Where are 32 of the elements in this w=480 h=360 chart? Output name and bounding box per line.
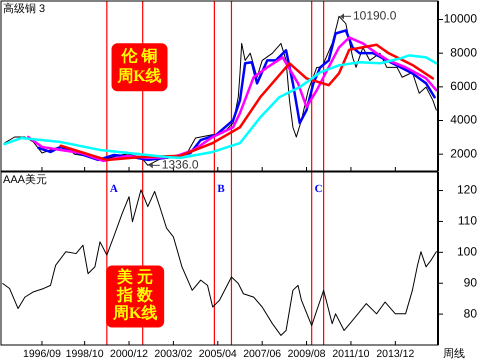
- chart-title: 高级铜 3: [3, 2, 46, 15]
- x-axis-title: 周线: [443, 347, 465, 360]
- y-tick-label: 10000: [444, 12, 478, 26]
- x-tick-label: 1998/10: [66, 348, 104, 360]
- y-tick-label: 120: [456, 182, 478, 197]
- ref-line-label: A: [110, 183, 118, 195]
- x-tick-label: 2011/10: [332, 348, 370, 360]
- x-tick-label: 2009/08: [288, 348, 326, 360]
- x-tick-label: 2005/04: [198, 348, 237, 360]
- annotation: 周K线: [116, 66, 162, 85]
- annotation: 1336.0: [162, 158, 199, 172]
- y-tick-label: 8000: [450, 45, 478, 60]
- ref-line-label: C: [314, 183, 323, 195]
- y-tick-label: 6000: [450, 79, 478, 94]
- x-tick-label: 2007/06: [243, 348, 282, 360]
- x-tick-label: 2003/02: [154, 348, 193, 360]
- y-tick-label: 110: [458, 214, 478, 228]
- x-tick-label: 1996/09: [22, 348, 62, 360]
- chart-title: AAA美元: [3, 173, 48, 186]
- y-tick-label: 2000: [450, 146, 478, 160]
- x-tick-label: 2013/12: [376, 348, 414, 360]
- annotation: 美 元: [116, 267, 154, 286]
- annotation: 10190.0: [352, 8, 397, 22]
- annotation: 伦 铜: [120, 46, 158, 65]
- y-tick-label: 90: [464, 275, 478, 290]
- x-tick-label: 2000/12: [110, 348, 148, 360]
- y-tick-label: 80: [464, 306, 478, 320]
- ref-line-label: B: [217, 183, 226, 195]
- annotation: 周K线: [112, 304, 158, 322]
- y-tick-label: 4000: [450, 112, 478, 127]
- annotation: 指 数: [116, 286, 154, 304]
- y-tick-label: 100: [456, 244, 478, 258]
